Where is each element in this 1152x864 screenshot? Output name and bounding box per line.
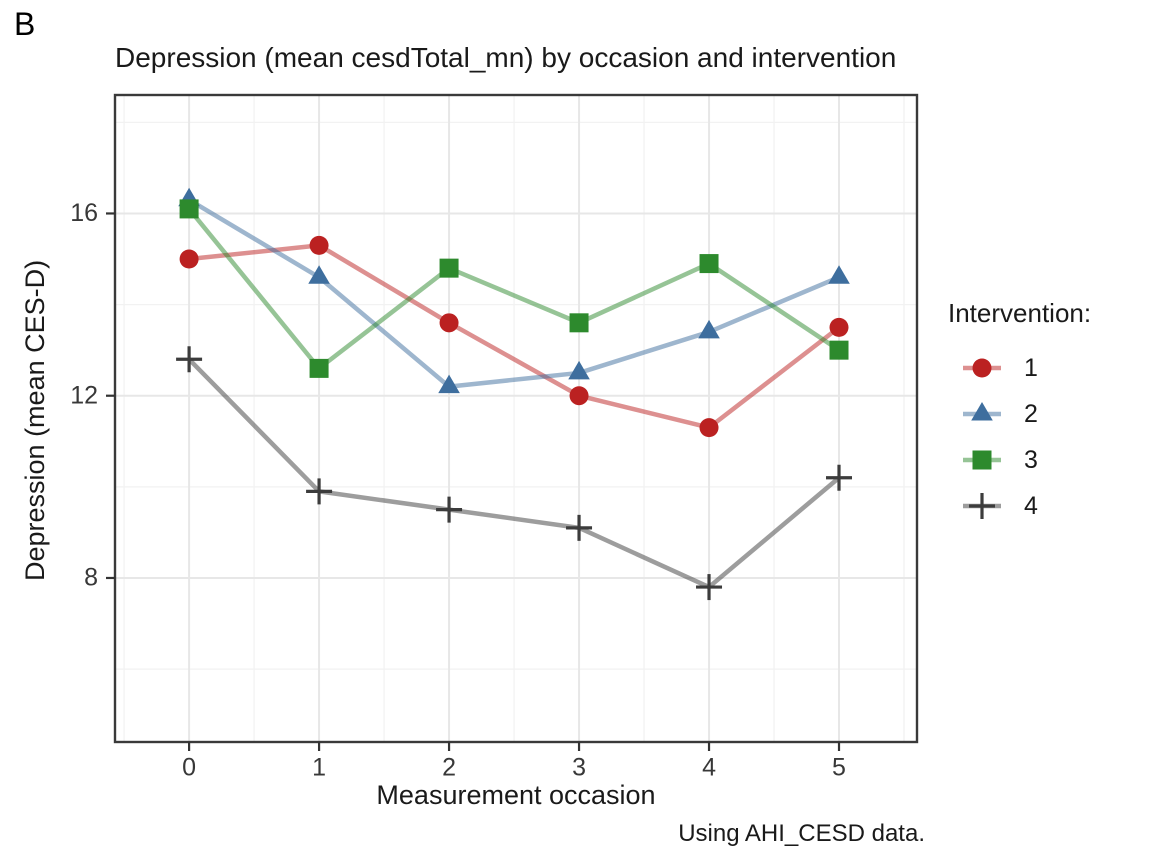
marker-s2-x5 bbox=[828, 265, 850, 284]
marker-s2-x3 bbox=[568, 360, 590, 380]
marker-s3-x3 bbox=[569, 313, 589, 333]
legend-key-circle-icon bbox=[963, 358, 1001, 378]
legend-entry-label: 1 bbox=[1024, 353, 1038, 382]
legend-marker-plus bbox=[969, 493, 995, 519]
marker-s3-x4 bbox=[699, 254, 719, 274]
y-tick-label: 16 bbox=[70, 199, 98, 227]
x-tick-label: 3 bbox=[572, 754, 586, 782]
chart-title: Depression (mean cesdTotal_mn) by occasi… bbox=[115, 42, 897, 73]
legend-title: Intervention: bbox=[948, 298, 1092, 328]
legend-key-square-icon bbox=[963, 450, 1001, 470]
x-tick-label: 2 bbox=[442, 754, 456, 782]
marker-s1-x2 bbox=[439, 313, 459, 333]
legend-entry-label: 2 bbox=[1024, 399, 1038, 428]
series-line-3 bbox=[187, 207, 841, 371]
series-line-1 bbox=[188, 243, 841, 430]
legend-entry-label: 3 bbox=[1024, 445, 1038, 474]
marker-s3-x0 bbox=[179, 199, 199, 219]
panel-border bbox=[113, 93, 919, 744]
y-tick-label: 12 bbox=[70, 381, 98, 409]
marker-s4-x3 bbox=[566, 514, 593, 541]
legend-entries: 1 2 3 4 bbox=[948, 345, 1091, 529]
marker-s4-x4 bbox=[696, 574, 723, 601]
legend-entry-2: 2 bbox=[948, 391, 1091, 437]
panel-label: B bbox=[14, 6, 36, 42]
y-axis-title: Depression (mean CES-D) bbox=[20, 259, 50, 581]
series-line-4 bbox=[187, 357, 841, 590]
marker-s4-x1 bbox=[306, 478, 333, 505]
marker-s3-x5 bbox=[829, 340, 849, 360]
marker-s4-x5 bbox=[826, 464, 853, 491]
x-tick-label: 5 bbox=[832, 754, 846, 782]
legend-entry-label: 4 bbox=[1024, 491, 1038, 520]
legend-entry-1: 1 bbox=[948, 345, 1091, 391]
x-tick-label: 0 bbox=[182, 754, 196, 782]
marker-s1-x4 bbox=[699, 418, 719, 438]
marker-s1-x5 bbox=[829, 317, 849, 337]
x-tick-label: 1 bbox=[312, 754, 326, 782]
x-axis-title: Measurement occasion bbox=[376, 780, 656, 810]
marker-s4-x0 bbox=[176, 346, 203, 373]
marker-s2-x1 bbox=[308, 265, 330, 284]
series-line-2 bbox=[187, 197, 840, 389]
legend-marker-triangle bbox=[971, 402, 993, 421]
marker-s2-x2 bbox=[438, 374, 460, 394]
marker-s1-x0 bbox=[179, 249, 199, 269]
marker-s3-x1 bbox=[309, 358, 329, 378]
x-tick-label: 4 bbox=[702, 754, 716, 782]
marker-s2-x4 bbox=[698, 319, 720, 339]
legend-marker-square bbox=[972, 450, 992, 470]
legend-entry-3: 3 bbox=[948, 437, 1091, 483]
y-tick-label: 8 bbox=[84, 564, 98, 592]
marker-s3-x2 bbox=[439, 258, 459, 278]
legend: Intervention: 1 2 3 4 bbox=[948, 298, 1091, 529]
marker-s1-x1 bbox=[309, 235, 329, 255]
legend-entry-4: 4 bbox=[948, 483, 1091, 529]
caption: Using AHI_CESD data. bbox=[678, 820, 925, 847]
legend-marker-circle bbox=[972, 358, 992, 378]
marker-s4-x2 bbox=[436, 496, 463, 523]
marker-s1-x3 bbox=[569, 386, 589, 406]
legend-key-triangle-icon bbox=[963, 402, 1001, 421]
legend-key-plus-icon bbox=[963, 493, 1001, 519]
